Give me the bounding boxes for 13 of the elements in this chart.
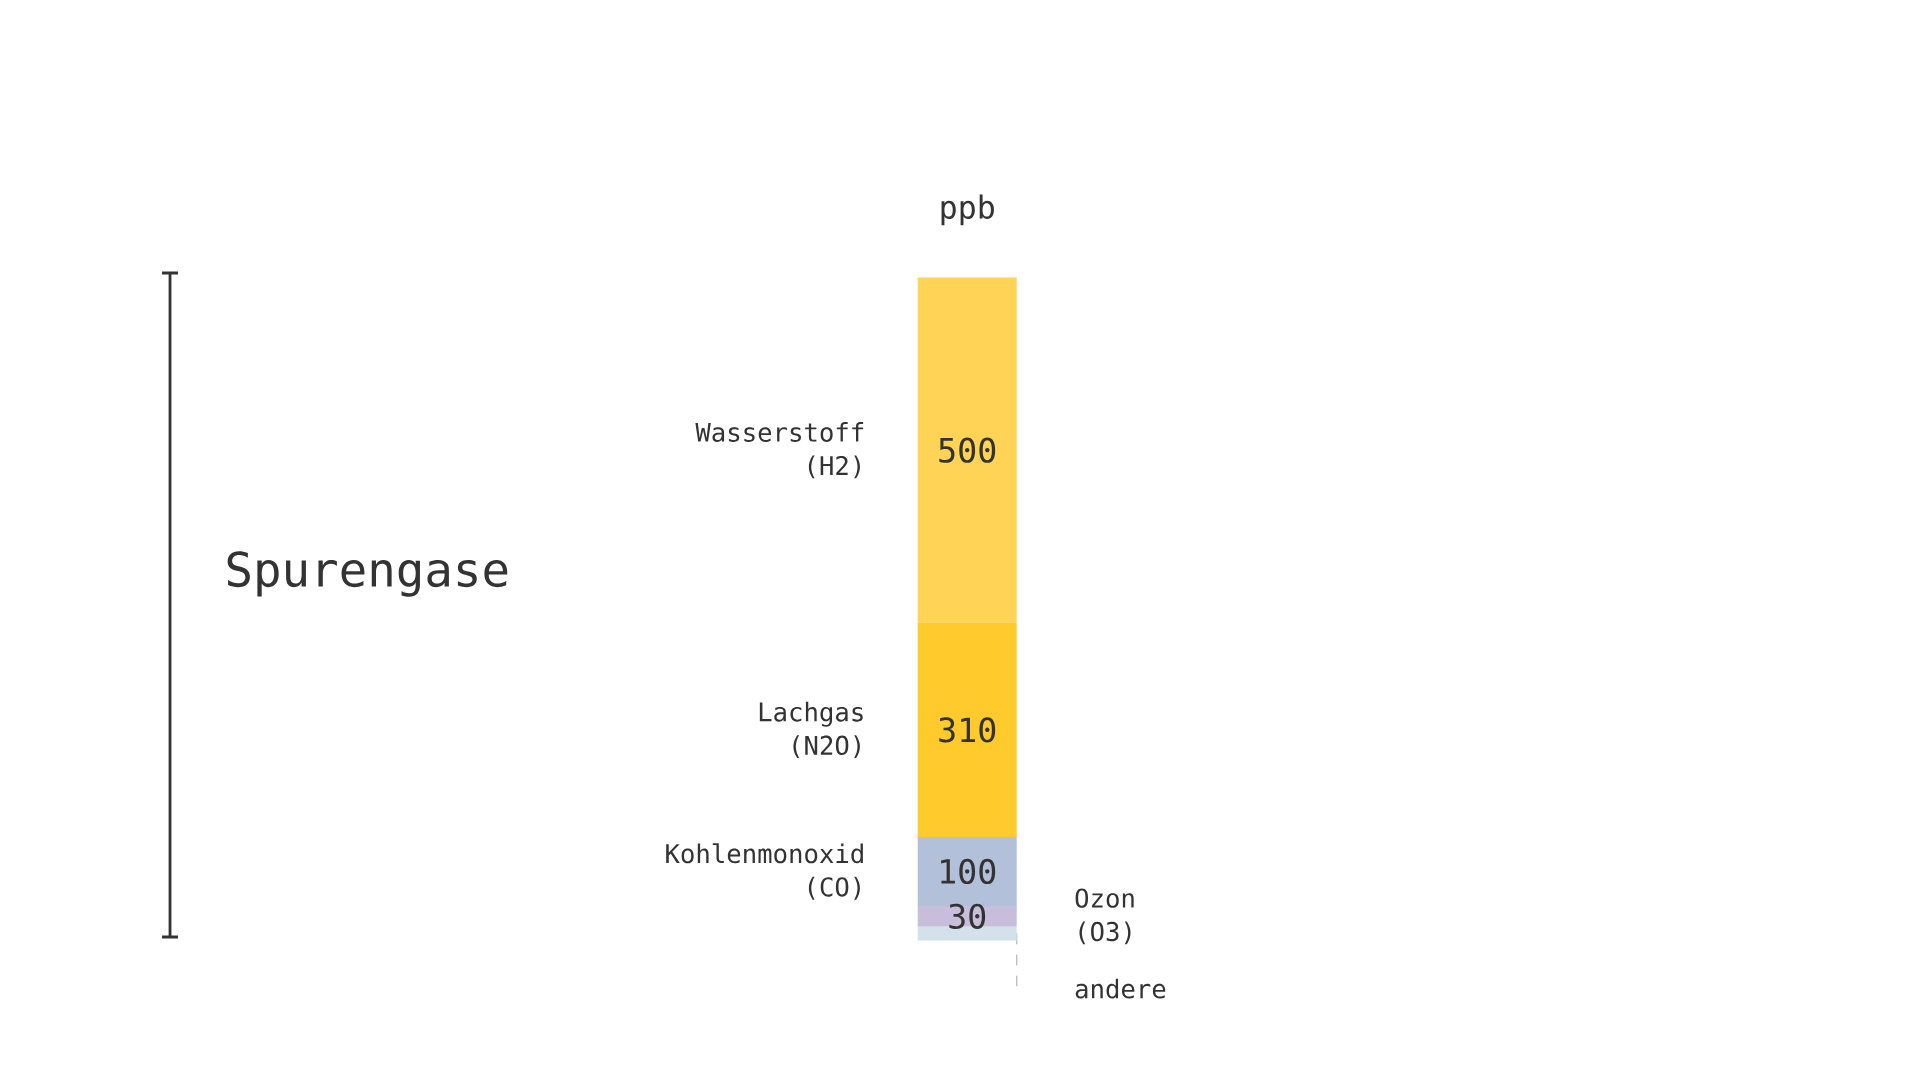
text: Wasserstoff (H2) xyxy=(695,422,864,479)
bar xyxy=(917,277,1017,623)
data-label: 310 xyxy=(939,717,996,743)
data-label: 30 xyxy=(949,903,986,929)
text: Kohlenmonoxid (CO) xyxy=(666,843,863,900)
text: Ozon (O3) xyxy=(1075,888,1134,945)
data-label: 500 xyxy=(939,437,996,463)
text: Lachgas (N2O) xyxy=(759,701,863,758)
y-axis-title: ppb xyxy=(941,194,994,226)
text: andere xyxy=(1075,978,1166,999)
data-label: 100 xyxy=(941,858,996,885)
text: Spurengase xyxy=(227,551,508,597)
bar xyxy=(917,622,1017,837)
